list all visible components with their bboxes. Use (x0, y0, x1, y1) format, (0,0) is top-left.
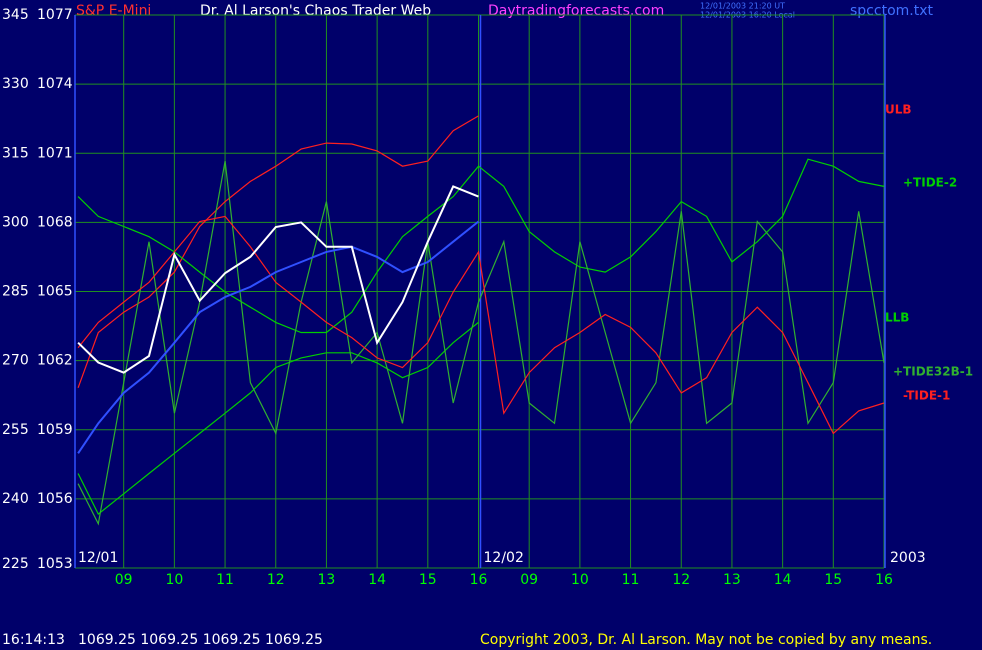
y2-tick-label: 1059 (37, 422, 73, 438)
series-label: ULB (885, 103, 912, 117)
chart-title: Dr. Al Larson's Chaos Trader Web (200, 3, 431, 19)
y-tick-label: 255 (2, 422, 29, 438)
y-tick-label: 330 (2, 76, 29, 92)
series-label: -TIDE-1 (903, 389, 950, 403)
series-label: +TIDE-2 (903, 176, 957, 190)
x-tick-label: 14 (368, 572, 386, 588)
x-tick-label: 15 (824, 572, 842, 588)
x-tick-label: 13 (723, 572, 741, 588)
y2-tick-label: 1074 (37, 76, 73, 92)
series-line (77, 185, 479, 374)
y-tick-label: 315 (2, 145, 29, 161)
stamp-ut: 12/01/2003 21:20 UT (700, 2, 785, 11)
series-line (77, 158, 885, 334)
y-tick-label: 240 (2, 491, 29, 507)
x-tick-label: 14 (774, 572, 792, 588)
y-tick-label: 270 (2, 353, 29, 369)
y-tick-label: 300 (2, 214, 29, 230)
y2-tick-label: 1071 (37, 145, 73, 161)
x-tick-label: 09 (115, 572, 133, 588)
series-line (77, 215, 885, 435)
x-tick-label: 15 (419, 572, 437, 588)
x-tick-label: 10 (571, 572, 589, 588)
x-tick-label: 16 (875, 572, 893, 588)
x-tick-label: 16 (470, 572, 488, 588)
symbol: S&P E-Mini (76, 3, 151, 19)
y-tick-label: 345 (2, 7, 29, 23)
x-tick-label: 09 (520, 572, 538, 588)
y2-tick-label: 1056 (37, 491, 73, 507)
series-label: LLB (885, 311, 909, 325)
series-line (77, 115, 479, 389)
x-tick-label: 12 (672, 572, 690, 588)
x-tick-label: 10 (165, 572, 183, 588)
status-quote: 1069.25 1069.25 1069.25 1069.25 (78, 632, 323, 648)
x-tick-label: 11 (622, 572, 640, 588)
day-label: 12/02 (484, 550, 524, 566)
site: Daytradingforecasts.com (488, 3, 664, 19)
y2-tick-label: 1068 (37, 214, 73, 230)
year-label: 2003 (890, 550, 926, 566)
y2-tick-label: 1053 (37, 556, 73, 572)
y2-tick-label: 1062 (37, 353, 73, 369)
y-tick-label: 225 (2, 556, 29, 572)
x-tick-label: 12 (267, 572, 285, 588)
series-line (77, 160, 885, 526)
x-tick-label: 11 (216, 572, 234, 588)
series-line (77, 321, 479, 516)
series-label: +TIDE32B-1 (893, 365, 973, 379)
day-label: 12/01 (78, 550, 118, 566)
series-line (77, 220, 480, 454)
copyright: Copyright 2003, Dr. Al Larson. May not b… (480, 632, 932, 648)
y2-tick-label: 1065 (37, 284, 73, 300)
status-time: 16:14:13 (2, 632, 65, 648)
y2-tick-label: 1077 (37, 7, 73, 23)
x-tick-label: 13 (318, 572, 336, 588)
y-tick-label: 285 (2, 284, 29, 300)
file-name: spcctom.txt (850, 3, 933, 19)
